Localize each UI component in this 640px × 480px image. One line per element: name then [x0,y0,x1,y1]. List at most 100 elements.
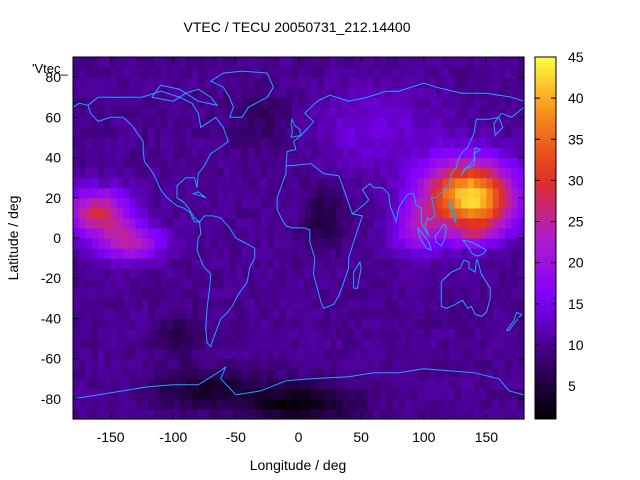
heat-cell [217,318,224,330]
heat-cell [473,207,481,219]
heat-cell [336,278,343,289]
heat-cell [517,288,525,299]
heat-cell [430,87,437,98]
heat-cell [486,378,494,390]
heat-cell [442,388,450,400]
heat-cell [323,147,331,159]
heat-cell [160,278,168,289]
heat-cell [198,278,206,289]
heat-cell [148,368,156,380]
heat-cell [254,278,262,289]
heat-cell [511,77,519,88]
x-tick-label: 150 [475,429,499,445]
heat-cell [430,147,437,159]
heat-cell [98,157,105,169]
heat-cell [141,217,149,229]
heat-cell [461,358,469,370]
heat-cell [461,248,469,259]
heat-cell [442,238,450,249]
heat-cell [336,408,343,420]
heat-cell [179,67,187,78]
heat-cell [436,388,444,400]
heat-cell [304,67,312,78]
heat-cell [348,258,356,269]
heat-cell [248,167,256,179]
heat-cell [373,288,381,299]
heat-cell [273,177,281,189]
heat-cell [298,388,306,400]
heat-cell [336,388,343,400]
heat-cell [198,107,206,118]
heat-cell [79,187,87,199]
heat-cell [304,177,312,189]
heat-cell [204,378,212,390]
heat-cell [317,238,325,249]
heat-cell [517,147,525,159]
heat-cell [498,97,506,108]
heat-cell [517,348,525,360]
heat-cell [135,238,143,249]
heat-cell [248,338,256,350]
heat-cell [292,157,300,169]
heat-cell [260,207,268,219]
heat-cell [461,348,469,360]
heat-cell [336,197,343,209]
heat-cell [361,338,368,350]
heat-cell [417,107,425,118]
heat-cell [317,217,325,229]
heat-cell [442,97,450,108]
heat-cell [329,298,337,309]
heat-cell [423,378,431,390]
heat-cell [392,338,400,350]
heat-cell [148,127,156,139]
heat-cell [285,117,293,128]
heat-cell [248,57,256,68]
heat-cell [442,248,450,259]
heat-cell [292,117,300,128]
heat-cell [260,388,268,400]
heat-cell [430,378,437,390]
heat-cell [492,227,500,239]
heat-cell [179,358,187,370]
heat-cell [317,258,325,269]
heat-cell [505,388,513,400]
heat-cell [354,378,362,390]
heat-cell [210,388,218,400]
heat-cell [480,328,488,340]
heat-cell [367,308,375,320]
heat-cell [411,177,419,189]
heat-cell [254,318,262,330]
heat-cell [486,197,494,209]
heat-cell [423,87,431,98]
heat-cell [373,268,381,279]
heat-cell [229,137,237,149]
heat-cell [160,368,168,380]
heat-cell [160,248,168,259]
heat-cell [204,207,212,219]
heat-cell [423,298,431,309]
heat-cell [517,278,525,289]
heat-cell [417,167,425,179]
heat-cell [329,177,337,189]
heat-cell [436,308,444,320]
heat-cell [198,308,206,320]
heat-cell [379,177,387,189]
heat-cell [461,207,469,219]
heat-cell [141,348,149,360]
heat-cell [217,117,224,128]
heat-cell [129,137,137,149]
heat-cell [116,107,124,118]
heat-cell [129,278,137,289]
heat-cell [110,398,118,410]
heat-cell [392,157,400,169]
heat-cell [311,378,318,390]
heat-cell [348,67,356,78]
heat-cell [329,308,337,320]
heat-cell [91,278,99,289]
heat-cell [235,97,243,108]
heat-cell [110,308,118,320]
heat-cell [79,348,87,360]
heat-cell [98,408,105,420]
heat-cell [135,298,143,309]
heat-cell [292,348,300,360]
